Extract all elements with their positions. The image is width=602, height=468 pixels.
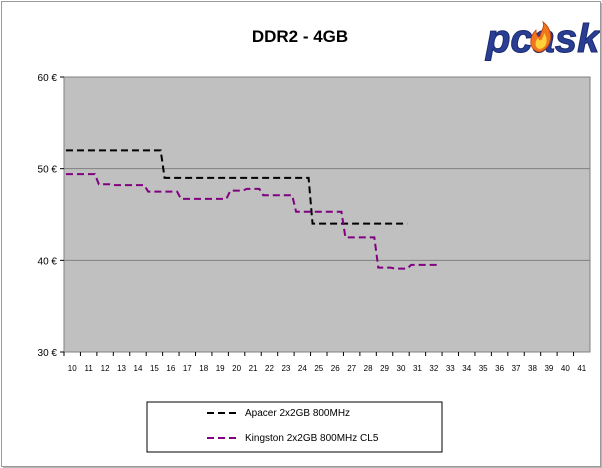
x-tick-label: 25	[314, 364, 323, 373]
x-tick-label: 39	[544, 364, 553, 373]
x-tick-label: 12	[101, 364, 110, 373]
x-tick-label: 31	[413, 364, 422, 373]
x-tick-label: 41	[577, 364, 586, 373]
x-tick-label: 10	[68, 364, 77, 373]
x-tick-label: 21	[249, 364, 258, 373]
legend-label-kingston: Kingston 2x2GB 800MHz CL5	[245, 433, 379, 444]
y-tick-label: 40 €	[38, 256, 58, 267]
x-tick-label: 37	[512, 364, 521, 373]
x-tick-label: 33	[446, 364, 455, 373]
series-lines	[65, 149, 441, 270]
x-tick-label: 26	[331, 364, 340, 373]
x-tick-label: 11	[85, 364, 94, 373]
x-tick-label: 29	[380, 364, 389, 373]
series-line-1	[65, 173, 441, 270]
x-tick-label: 13	[117, 364, 126, 373]
x-tick-label: 15	[150, 364, 159, 373]
x-tick-label: 20	[232, 364, 241, 373]
legend: Apacer 2x2GB 800MHz Kingston 2x2GB 800MH…	[146, 401, 443, 453]
y-axis: 30 € 40 € 50 € 60 €	[38, 73, 64, 359]
x-tick-label: 18	[199, 364, 208, 373]
x-tick-label: 23	[281, 364, 290, 373]
gridlines	[64, 168, 590, 261]
x-tick-label: 19	[216, 364, 225, 373]
x-tick-label: 40	[561, 364, 570, 373]
x-tick-label: 28	[364, 364, 373, 373]
x-axis: 10 11 12 13 14 15 16 17 18 19 20 21 22 23 24 25 26 27 28 29…	[63, 352, 587, 373]
y-tick-label: 60 €	[38, 73, 58, 84]
x-tick-label: 16	[166, 364, 175, 373]
x-tick-label: 32	[429, 364, 438, 373]
x-tick-label: 22	[265, 364, 274, 373]
x-tick-label: 14	[134, 364, 143, 373]
x-tick-label: 27	[347, 364, 356, 373]
legend-box	[146, 401, 443, 453]
y-tick-label: 30 €	[38, 348, 58, 359]
plot-area	[63, 76, 591, 353]
y-tick-label: 50 €	[38, 165, 58, 176]
series-line-0	[65, 149, 408, 225]
legend-label-apacer: Apacer 2x2GB 800MHz	[245, 408, 350, 419]
logo: pcask	[485, 17, 601, 62]
chart-title: DDR2 - 4GB	[252, 27, 348, 46]
x-tick-label: 17	[183, 364, 192, 373]
x-tick-label: 34	[462, 364, 471, 373]
x-tick-label: 36	[495, 364, 504, 373]
x-tick-label: 35	[479, 364, 488, 373]
x-tick-label: 38	[528, 364, 537, 373]
x-tick-label: 24	[298, 364, 307, 373]
x-tick-label: 30	[397, 364, 406, 373]
flame-icon	[530, 20, 552, 53]
